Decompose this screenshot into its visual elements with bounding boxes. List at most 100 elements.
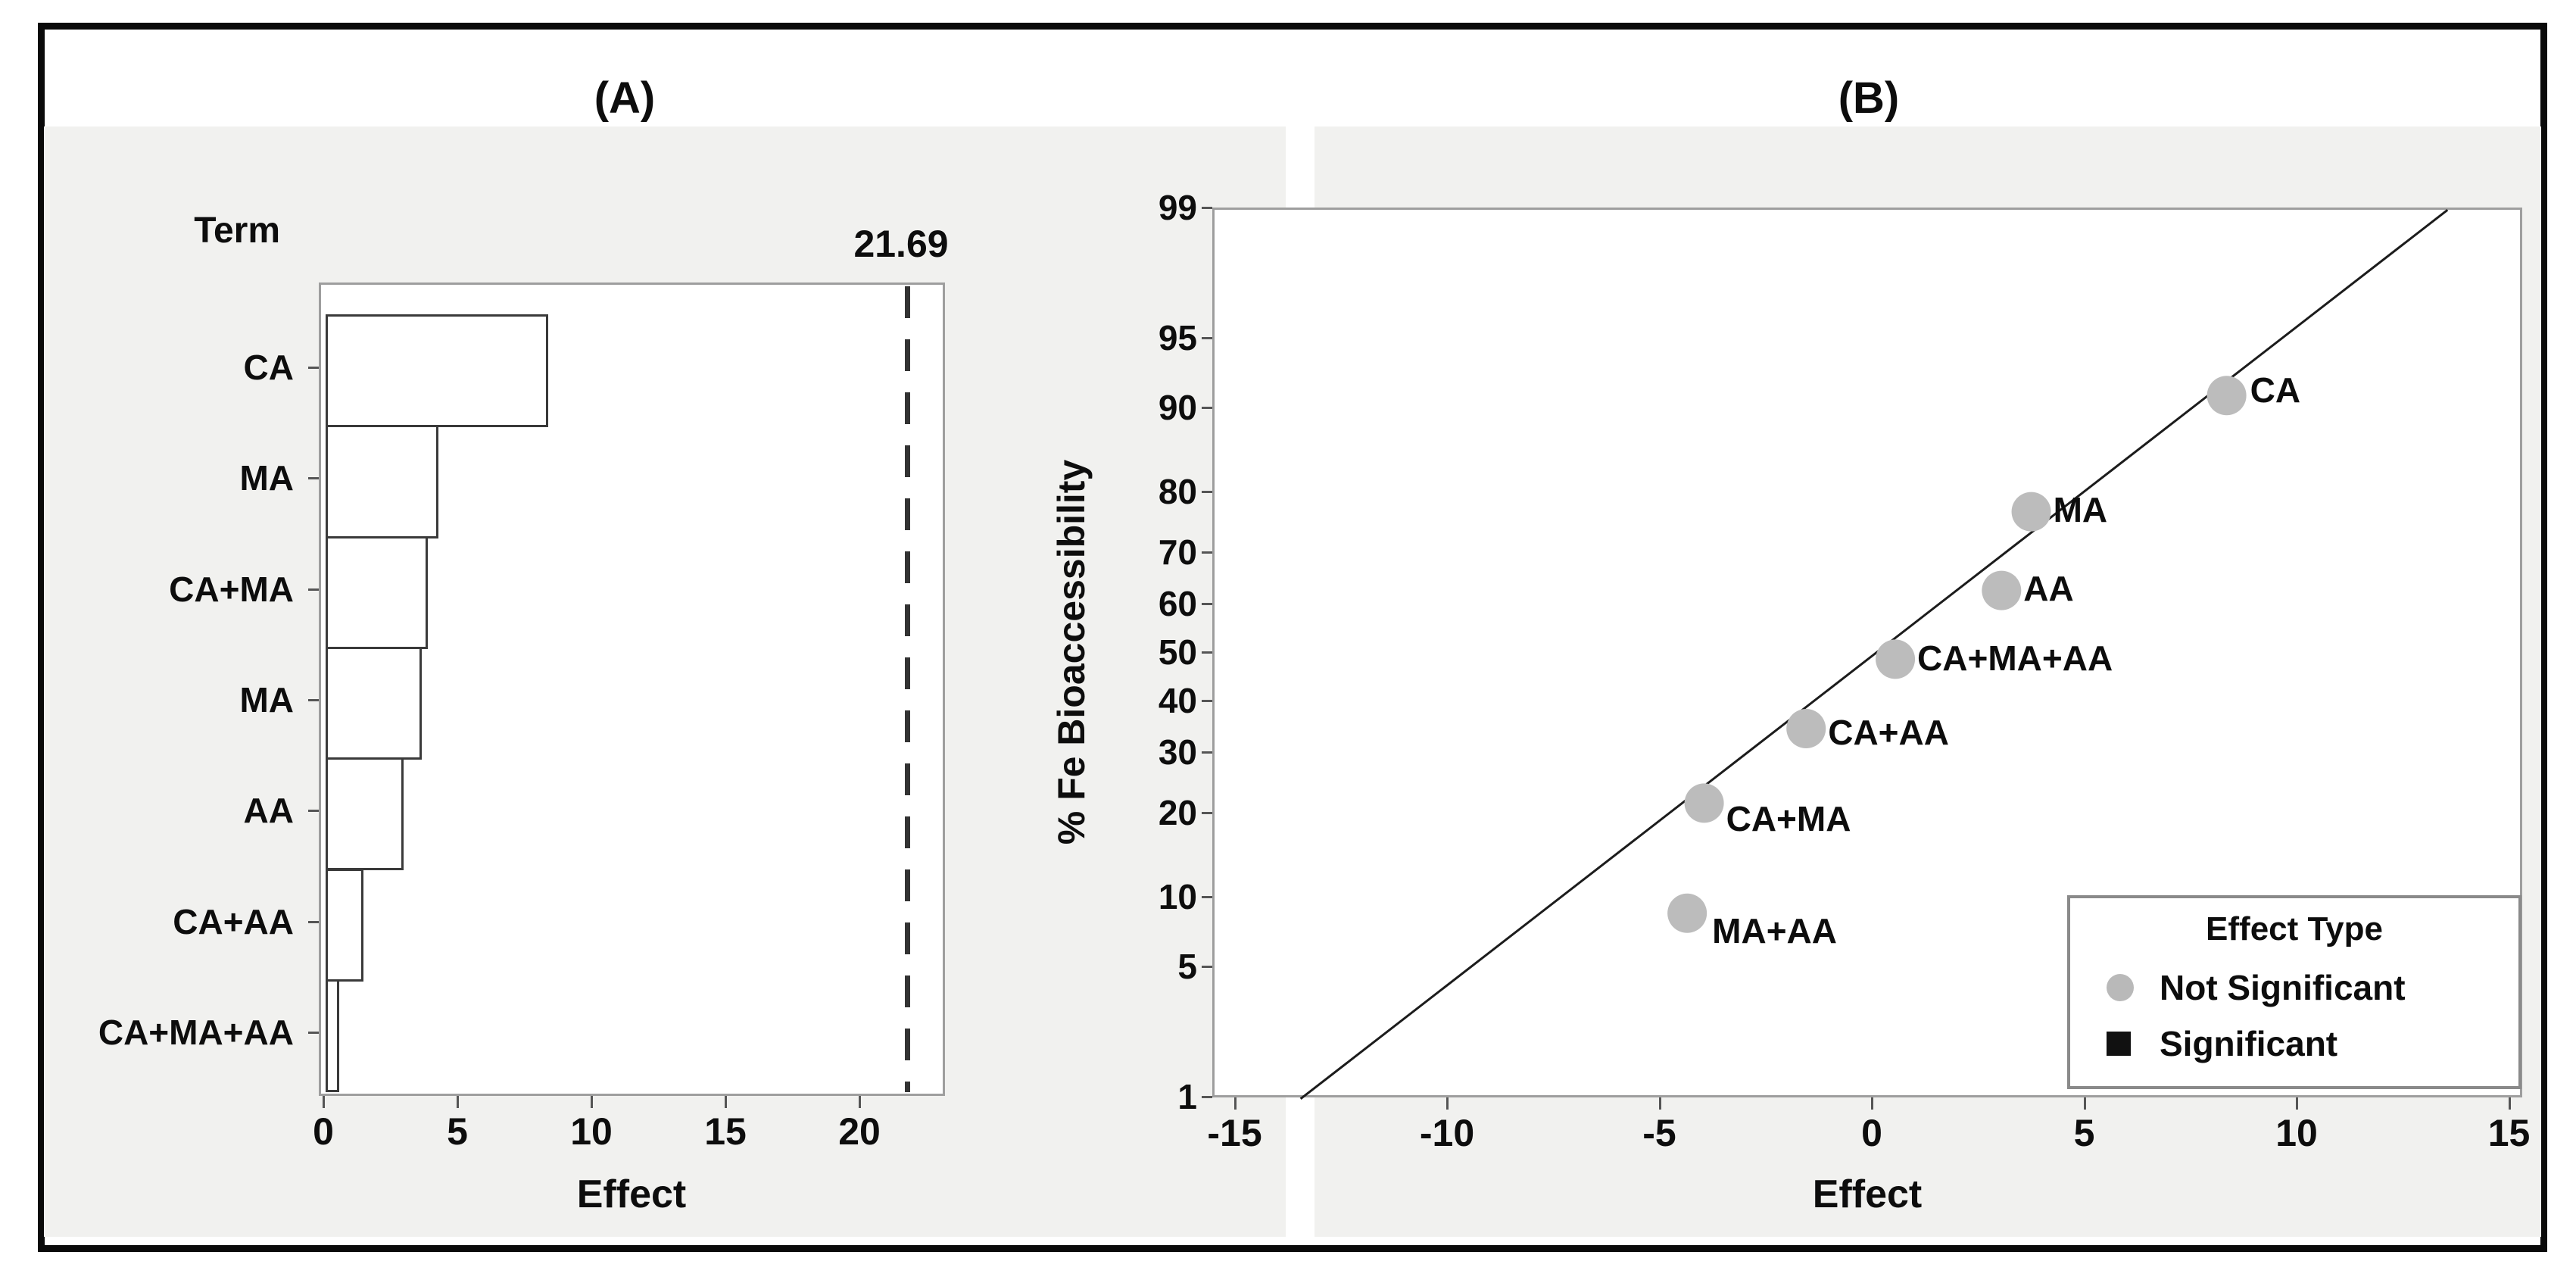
y-tick-label: 50 (1158, 632, 1197, 672)
y-axis-tick (308, 1031, 319, 1034)
y-axis-tick (1202, 699, 1212, 702)
term-axis-header: Term (194, 211, 280, 251)
y-axis-tick (1202, 751, 1212, 754)
y-tick-label: 30 (1158, 732, 1197, 773)
data-point-MA (2011, 492, 2051, 532)
data-point-CA (2206, 376, 2247, 416)
term-label: CA+AA (173, 901, 294, 941)
y-tick-label: 5 (1177, 947, 1197, 987)
data-point-MA+AA (1667, 893, 1707, 933)
data-point-CA+AA (1786, 709, 1826, 749)
data-point-CA+MA (1684, 783, 1724, 823)
x-axis-tick (457, 1096, 459, 1108)
y-tick-label: 60 (1158, 584, 1197, 624)
x-axis-tick (1871, 1097, 1873, 1110)
term-label: CA (243, 348, 294, 388)
y-axis-tick (1202, 812, 1212, 815)
y-axis-tick (308, 367, 319, 370)
probability-plot-canvas (1299, 208, 2449, 1100)
x-tick-label: 0 (313, 1110, 334, 1153)
x-tick-label: 0 (1861, 1112, 1882, 1154)
pareto-bar (326, 868, 363, 982)
y-axis-tick (1202, 490, 1212, 493)
x-axis-tick (2083, 1097, 2086, 1110)
x-tick-label: 20 (838, 1110, 881, 1153)
y-axis-tick (1202, 1095, 1212, 1098)
y-axis-tick (308, 588, 319, 591)
term-label: CA+MA+AA (98, 1012, 294, 1052)
point-label: MA (2053, 489, 2108, 529)
y-axis-tick (1202, 651, 1212, 654)
x-axis-tick (859, 1096, 861, 1108)
y-tick-label: 80 (1158, 471, 1197, 511)
panel-a-title: (A) (594, 73, 656, 123)
data-point-CA+MA+AA (1876, 639, 1916, 679)
legend-item-label: Not Significant (2160, 968, 2406, 1007)
y-axis-tick (1202, 896, 1212, 899)
x-tick-label: 15 (704, 1110, 747, 1153)
x-axis-tick (1446, 1097, 1449, 1110)
y-axis-tick (308, 477, 319, 480)
y-tick-label: 20 (1158, 793, 1197, 833)
x-tick-label: 10 (2275, 1112, 2318, 1154)
pareto-bar (326, 646, 423, 760)
y-axis-tick (1202, 406, 1212, 409)
y-tick-label: 40 (1158, 680, 1197, 720)
y-tick-label: 70 (1158, 532, 1197, 572)
pareto-bar (326, 535, 428, 649)
point-label: CA+MA+AA (1917, 638, 2113, 679)
point-label: AA (2023, 568, 2074, 608)
x-tick-label: 5 (2073, 1112, 2095, 1154)
panel-b-title: (B) (1838, 73, 1900, 123)
y-tick-label: 1 (1177, 1076, 1197, 1116)
point-label: CA (2250, 370, 2301, 410)
legend-item-label: Significant (2160, 1024, 2338, 1063)
point-label: CA+AA (1828, 713, 1949, 753)
pareto-bar (326, 425, 438, 538)
y-axis-tick (1202, 603, 1212, 606)
pareto-bar (326, 757, 404, 871)
x-tick-label: 5 (447, 1110, 468, 1153)
term-label: AA (243, 791, 294, 831)
pareto-bar (326, 314, 548, 428)
fit-line (1299, 208, 2449, 1100)
legend-title: Effect Type (2206, 910, 2383, 947)
x-tick-label: -5 (1642, 1112, 1676, 1154)
x-axis-tick (1658, 1097, 1661, 1110)
y-axis-tick (1202, 207, 1212, 210)
y-tick-label: 10 (1158, 877, 1197, 917)
reference-line-value: 21.69 (853, 223, 949, 265)
pareto-bar (326, 979, 339, 1093)
x-axis-tick (725, 1096, 727, 1108)
x-axis-tick (1233, 1097, 1237, 1110)
x-axis-tick (591, 1096, 593, 1108)
point-label: MA+AA (1712, 910, 1837, 951)
y-axis-tick (1202, 966, 1212, 969)
legend-item-significant: Significant (2070, 1021, 2518, 1066)
term-label: CA+MA (169, 569, 294, 609)
panel-a-plot (319, 283, 945, 1096)
y-axis-tick (308, 810, 319, 813)
x-axis-tick (2508, 1097, 2511, 1110)
x-axis-tick (323, 1096, 325, 1108)
significant-square-icon (2107, 1032, 2131, 1056)
y-axis-tick (1202, 551, 1212, 554)
y-axis-tick (308, 920, 319, 923)
y-axis-tick (308, 699, 319, 702)
x-tick-label: 10 (570, 1110, 613, 1153)
point-label: CA+MA (1726, 799, 1851, 839)
y-tick-label: 95 (1158, 317, 1197, 357)
x-tick-label: 15 (2487, 1112, 2531, 1154)
not-significant-circle-icon (2107, 974, 2134, 1001)
term-label: MA (239, 458, 294, 498)
x-tick-label: -10 (1419, 1112, 1475, 1154)
x-axis-tick (2296, 1097, 2298, 1110)
panel-b-x-axis-title: Effect (1812, 1172, 1923, 1216)
panel-a-x-axis-title: Effect (576, 1172, 687, 1216)
reference-dashed-line (904, 286, 910, 1092)
legend-item-not-significant: Not Significant (2070, 965, 2518, 1010)
y-axis-tick (1202, 336, 1212, 339)
data-point-AA (1982, 570, 2022, 610)
effect-type-legend: Effect Type Not Significant Significant (2067, 895, 2521, 1089)
